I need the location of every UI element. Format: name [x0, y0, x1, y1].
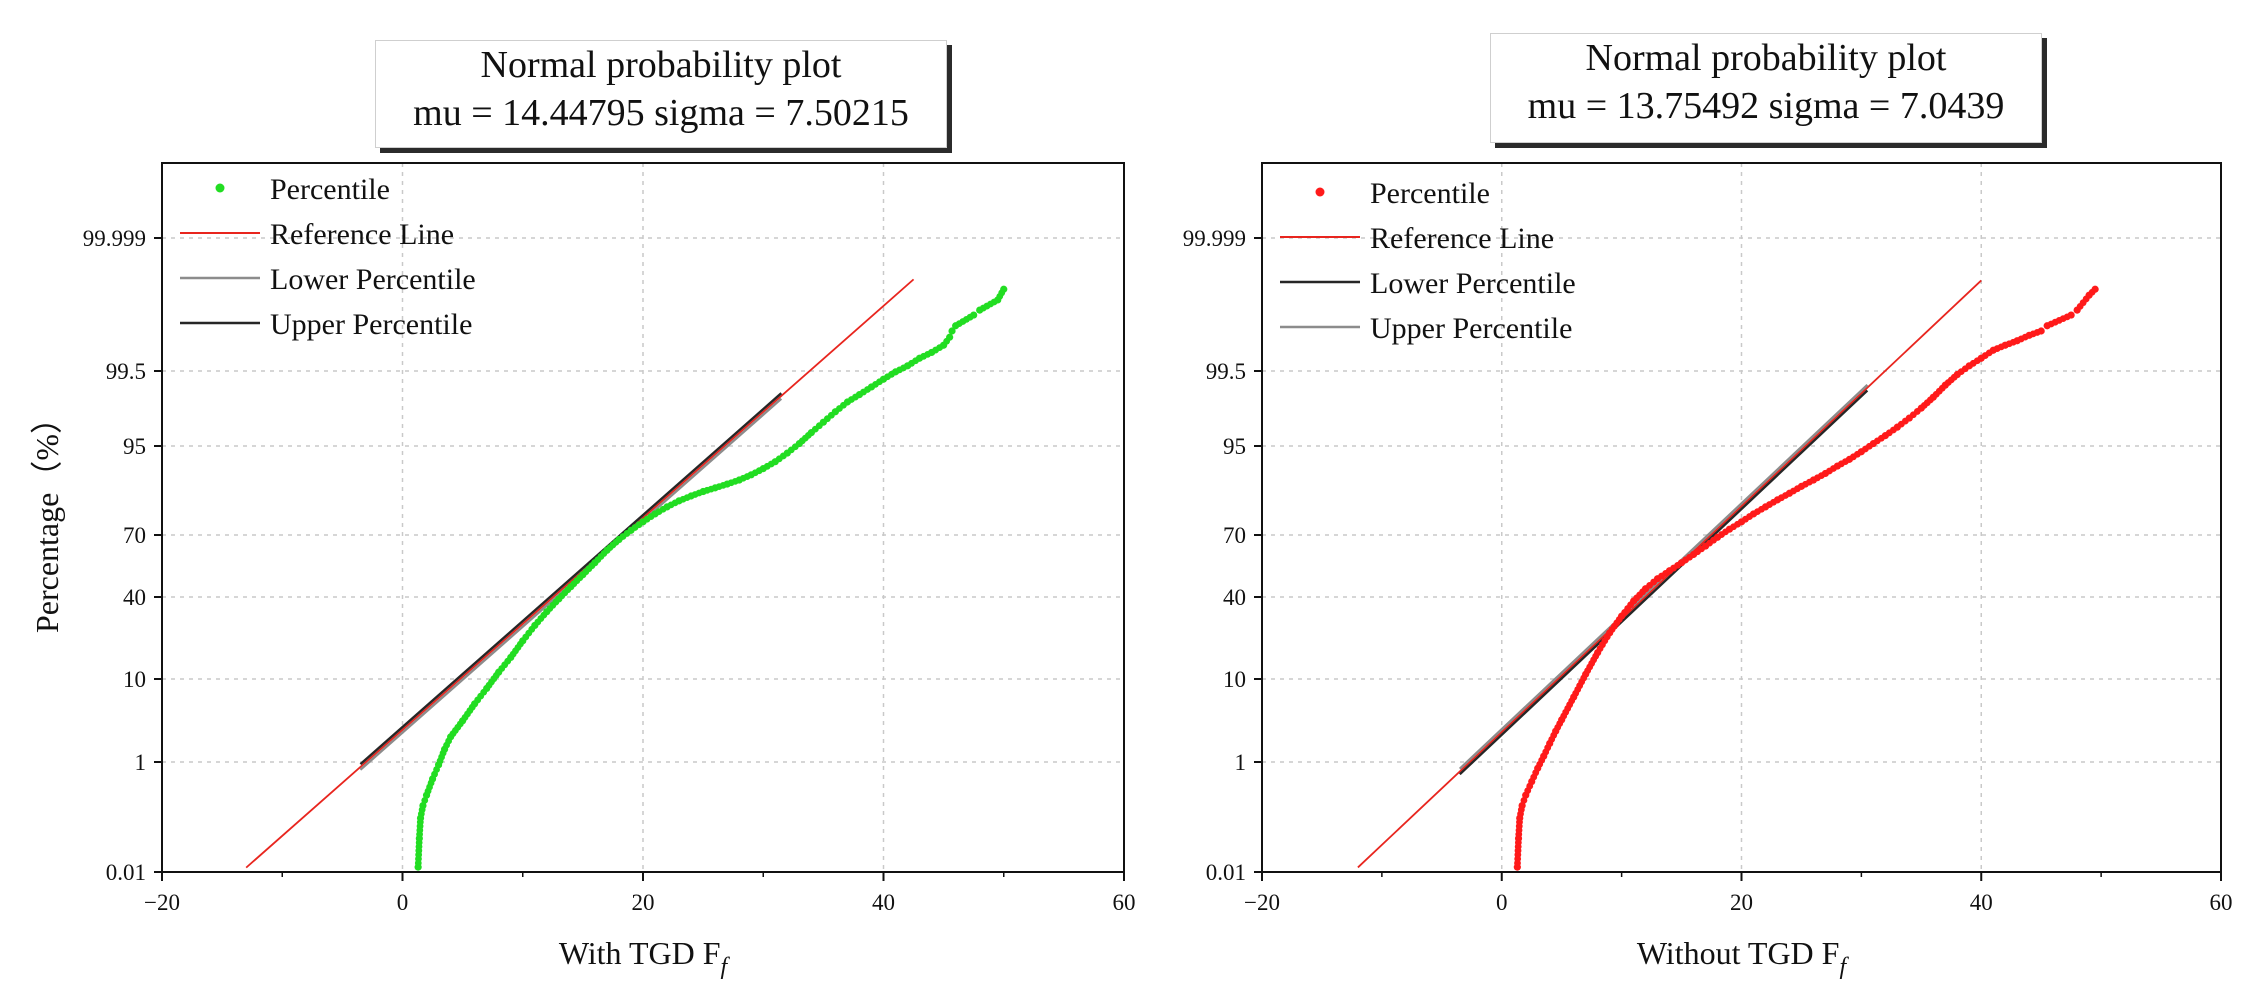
chart-1-title: Normal probability plot [480, 44, 842, 86]
chart-2: −20 0 20 40 60 0.01 1 10 40 70 95 99.5 99.999 Without… [1183, 162, 2233, 980]
chart-1-xtick-label-0: −20 [144, 890, 180, 915]
chart-1-xtick-label-3: 40 [872, 890, 895, 915]
chart-2-ytick-label-4: 70 [1223, 523, 1246, 548]
chart-1-point-56 [1000, 285, 1008, 293]
chart-1-legend-swatch-percentile [215, 183, 225, 193]
chart-2-legend-label-upper-percentile: Upper Percentile [1370, 312, 1572, 345]
chart-2-legend-label-reference-line: Reference Line [1370, 222, 1554, 255]
chart-1-point-53 [970, 311, 978, 319]
chart-1-upper-percentile-line [359, 392, 783, 766]
chart-1-ytick-label-7: 99.999 [83, 226, 146, 251]
chart-2-point-50 [2037, 327, 2045, 335]
chart-2-ytick-label-0: 0.01 [1206, 860, 1246, 885]
chart-2-lower-percentile-line [1458, 389, 1869, 776]
chart-1-legend-label-lower-percentile: Lower Percentile [270, 263, 476, 296]
chart-2-legend: Percentile Reference Line Lower Percentile… [1280, 177, 1576, 345]
chart-2-ytick-label-5: 95 [1223, 434, 1246, 459]
chart-2-ytick-label-1: 1 [1235, 750, 1247, 775]
chart-1-ytick-label-4: 70 [123, 523, 146, 548]
chart-1-percentile-points [414, 285, 1008, 871]
chart-2-title-box: Normal probability plot mu = 13.75492 si… [1490, 33, 2042, 143]
chart-2-legend-label-lower-percentile: Lower Percentile [1370, 267, 1576, 300]
chart-1-ytick-label-2: 10 [123, 667, 146, 692]
chart-2-xlabel: Without TGD Ff [1637, 935, 1850, 980]
chart-2-xtick-label-1: 0 [1496, 890, 1508, 915]
chart-1: −20 0 20 40 60 0.01 1 10 40 70 95 99.5 99.999 With TG… [29, 162, 1136, 980]
chart-2-ytick-label-3: 40 [1223, 585, 1246, 610]
chart-1-ytick-label-5: 95 [123, 434, 146, 459]
chart-2-point-52 [2067, 311, 2075, 319]
chart-1-legend-label-percentile: Percentile [270, 173, 390, 206]
chart-2-legend-label-percentile: Percentile [1370, 177, 1490, 210]
chart-1-xtick-label-4: 60 [1113, 890, 1136, 915]
chart-1-legend-label-reference-line: Reference Line [270, 218, 454, 251]
chart-1-point-51 [948, 327, 956, 335]
chart-2-xlabel-text: Without TGD F [1637, 935, 1840, 971]
chart-1-point-50 [946, 333, 954, 341]
chart-2-xtick-label-2: 20 [1730, 890, 1753, 915]
chart-2-xlabel-sub: f [1839, 954, 1849, 980]
chart-1-title-box: Normal probability plot mu = 14.44795 si… [375, 40, 947, 148]
chart-1-legend-label-upper-percentile: Upper Percentile [270, 308, 472, 341]
chart-1-ytick-label-1: 1 [135, 750, 147, 775]
chart-1-subtitle: mu = 14.44795 sigma = 7.50215 [413, 92, 909, 134]
chart-1-xtick-label-2: 20 [632, 890, 655, 915]
chart-2-subtitle: mu = 13.75492 sigma = 7.0439 [1527, 85, 2005, 127]
chart-2-title: Normal probability plot [1585, 37, 1947, 79]
chart-2-xtick-label-0: −20 [1244, 890, 1280, 915]
chart-2-legend-swatch-percentile [1315, 187, 1325, 197]
chart-1-ylabel: Percentage（%） [29, 402, 65, 633]
chart-1-ytick-label-6: 99.5 [106, 359, 146, 384]
chart-1-xlabel-sub: f [721, 954, 731, 980]
chart-2-xtick-label-4: 60 [2210, 890, 2233, 915]
chart-2-percentile-points [1513, 285, 2099, 871]
chart-2-point-55 [2091, 285, 2099, 293]
chart-1-legend: Percentile Reference Line Lower Percentile… [180, 173, 476, 341]
chart-1-xtick-label-1: 0 [397, 890, 409, 915]
chart-1-ytick-label-3: 40 [123, 585, 146, 610]
chart-2-ytick-label-7: 99.999 [1183, 226, 1246, 251]
chart-2-ytick-label-6: 99.5 [1206, 359, 1246, 384]
chart-1-xlabel: With TGD Ff [559, 935, 731, 980]
chart-2-xtick-label-3: 40 [1970, 890, 1993, 915]
chart-2-ytick-label-2: 10 [1223, 667, 1246, 692]
chart-1-xlabel-text: With TGD F [559, 935, 721, 971]
chart-1-ytick-label-0: 0.01 [106, 860, 146, 885]
